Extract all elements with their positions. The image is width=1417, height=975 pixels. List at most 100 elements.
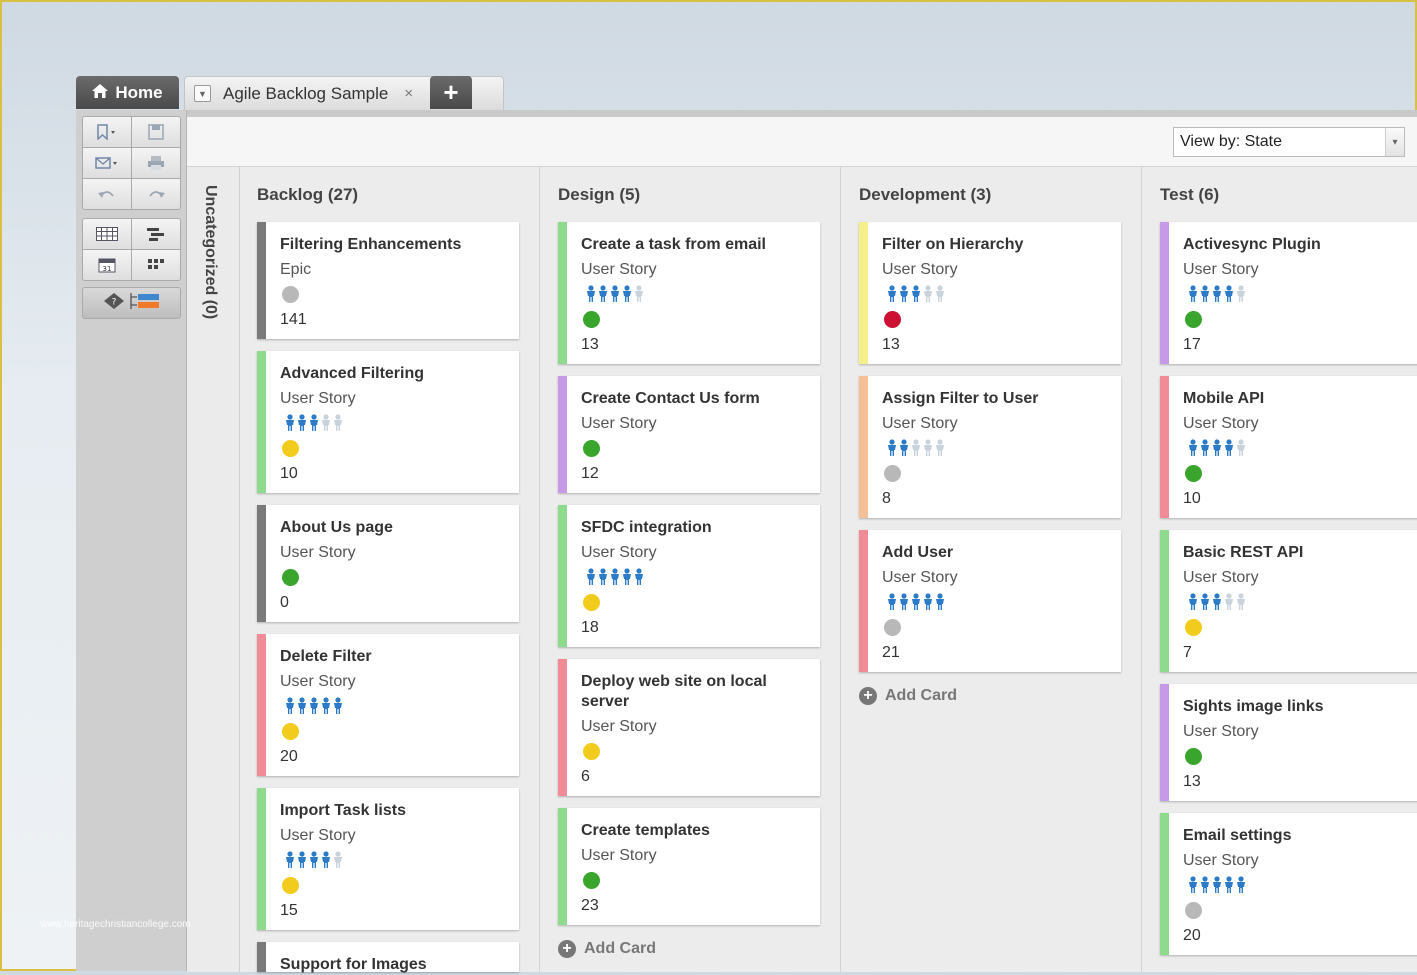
kanban-card[interactable]: Create Contact Us form User Story 12 (558, 376, 820, 493)
person-icon (320, 697, 332, 718)
plus-icon: + (859, 687, 877, 705)
card-title: About Us page (280, 519, 393, 536)
gantt-view-icon[interactable] (132, 219, 180, 249)
assigned-people-rating (886, 285, 946, 306)
card-title: Create templates (581, 822, 710, 839)
card-points: 7 (1183, 644, 1192, 661)
calendar-view-icon[interactable]: 31 (83, 250, 131, 280)
person-icon (1199, 593, 1211, 614)
person-icon (934, 439, 946, 460)
kanban-card[interactable]: Activesync Plugin User Story 17 (1160, 222, 1417, 364)
person-icon (296, 697, 308, 718)
card-points: 13 (882, 336, 900, 353)
person-icon (886, 439, 898, 460)
print-icon[interactable] (132, 148, 180, 178)
add-card-label: Add Card (885, 687, 957, 704)
card-title: Assign Filter to User (882, 390, 1039, 407)
kanban-card[interactable]: Delete Filter User Story 20 (257, 634, 519, 776)
card-title: Advanced Filtering (280, 365, 425, 382)
board-view-icon[interactable] (132, 250, 180, 280)
kanban-card[interactable]: Support for Images (257, 942, 519, 973)
card-type: User Story (882, 261, 958, 278)
kanban-card[interactable]: Filtering Enhancements Epic 141 (257, 222, 519, 339)
person-icon (1187, 285, 1199, 306)
tab-home[interactable]: Home (76, 76, 179, 109)
person-icon (332, 697, 344, 718)
card-points: 13 (1183, 773, 1201, 790)
add-tab-button[interactable]: + (430, 76, 472, 109)
person-icon (934, 285, 946, 306)
assigned-people-rating (284, 851, 344, 872)
board-column: Backlog (27) Filtering Enhancements Epic 14… (239, 167, 540, 973)
file-tools-group (82, 116, 181, 210)
status-dot (282, 569, 299, 586)
status-dot (1185, 619, 1202, 636)
email-dropdown-icon[interactable] (83, 148, 131, 178)
person-icon (609, 568, 621, 589)
kanban-card[interactable]: SFDC integration User Story 18 (558, 505, 820, 647)
card-type: User Story (280, 544, 356, 561)
kanban-card[interactable]: Import Task lists User Story 15 (257, 788, 519, 930)
kanban-card[interactable]: Create templates User Story 23 (558, 808, 820, 925)
status-dot (1185, 902, 1202, 919)
kanban-card[interactable]: Assign Filter to User User Story 8 (859, 376, 1121, 518)
card-title: Import Task lists (280, 802, 406, 819)
kanban-card[interactable]: Basic REST API User Story 7 (1160, 530, 1417, 672)
view-by-select[interactable]: View by: State ▾ (1173, 127, 1405, 157)
save-icon[interactable] (132, 117, 180, 147)
uncategorized-lane[interactable]: Uncategorized (0) (187, 167, 240, 972)
person-icon (284, 414, 296, 435)
kanban-card[interactable]: Filter on Hierarchy User Story 13 (859, 222, 1121, 364)
tab-menu-dropdown-icon[interactable]: ▼ (194, 85, 211, 102)
card-type: User Story (1183, 852, 1259, 869)
kanban-card[interactable]: Sights image links User Story 13 (1160, 684, 1417, 801)
decision-diamond-icon: ? (103, 292, 125, 315)
person-icon (308, 414, 320, 435)
column-header: Design (5) (558, 185, 641, 204)
workflow-tool-button[interactable]: ? (82, 287, 181, 319)
person-icon (1199, 876, 1211, 897)
chevron-down-icon[interactable]: ▾ (1385, 128, 1404, 156)
person-icon (922, 439, 934, 460)
card-points: 6 (581, 768, 590, 785)
board-top-bar: View by: State ▾ (187, 117, 1417, 167)
person-icon (1235, 439, 1247, 460)
add-card-button[interactable]: + Add Card (859, 687, 957, 705)
tab-home-label: Home (115, 82, 163, 102)
status-dot (583, 872, 600, 889)
kanban-card[interactable]: Add User User Story 21 (859, 530, 1121, 672)
card-type: User Story (280, 390, 356, 407)
watermark-text: www.heritagechristiancollege.com (40, 919, 191, 930)
kanban-card[interactable]: Email settings User Story 20 (1160, 813, 1417, 955)
close-tab-icon[interactable]: × (404, 85, 414, 102)
undo-icon[interactable] (83, 179, 131, 209)
card-points: 0 (280, 594, 289, 611)
person-icon (886, 285, 898, 306)
svg-text:?: ? (111, 297, 116, 307)
status-dot (583, 311, 600, 328)
plus-icon: + (558, 940, 576, 958)
person-icon (1199, 439, 1211, 460)
card-points: 20 (280, 748, 298, 765)
kanban-card[interactable]: Advanced Filtering User Story 10 (257, 351, 519, 493)
person-icon (296, 414, 308, 435)
kanban-card[interactable]: Create a task from email User Story 13 (558, 222, 820, 364)
tab-doc-label: Agile Backlog Sample (223, 83, 389, 103)
kanban-card[interactable]: Deploy web site on local server User Stor… (558, 659, 820, 796)
kanban-card[interactable]: Mobile API User Story 10 (1160, 376, 1417, 518)
person-icon (1223, 285, 1235, 306)
card-points: 20 (1183, 927, 1201, 944)
card-title: Support for Images (280, 956, 427, 973)
card-type: User Story (581, 261, 657, 278)
add-card-button[interactable]: + Add Card (558, 940, 656, 958)
card-type: Epic (280, 261, 312, 278)
card-type: User Story (581, 847, 657, 864)
card-title: Basic REST API (1183, 544, 1304, 561)
grid-view-icon[interactable] (83, 219, 131, 249)
card-points: 21 (882, 644, 900, 661)
board-area: View by: State ▾ Uncategorized (0) Backl… (187, 116, 1417, 973)
kanban-card[interactable]: About Us page User Story 0 (257, 505, 519, 622)
redo-icon[interactable] (132, 179, 180, 209)
person-icon (308, 697, 320, 718)
bookmark-dropdown-icon[interactable] (83, 117, 131, 147)
